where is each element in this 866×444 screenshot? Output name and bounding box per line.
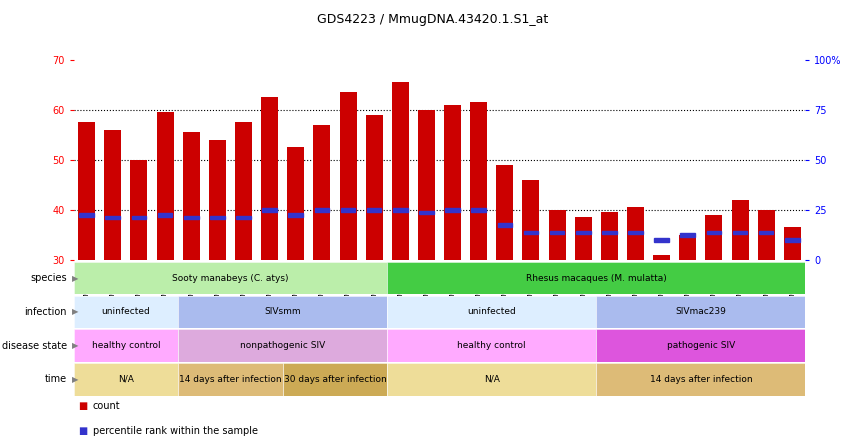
Bar (471, 208, 486, 211)
Bar (365, 115, 383, 260)
Bar (785, 238, 799, 242)
Bar (78, 123, 95, 260)
Bar (758, 210, 775, 260)
Bar (707, 230, 721, 234)
Bar (445, 208, 460, 211)
Bar (653, 255, 670, 260)
Bar (576, 230, 591, 234)
Bar (262, 208, 277, 211)
Bar (602, 230, 617, 234)
Bar (339, 92, 357, 260)
Bar (418, 110, 435, 260)
Bar (548, 210, 565, 260)
Bar (496, 165, 514, 260)
Text: ▶: ▶ (72, 375, 79, 384)
Bar (236, 215, 251, 219)
Text: ▶: ▶ (72, 307, 79, 317)
Bar (524, 230, 539, 234)
Bar (784, 227, 801, 260)
Text: ▶: ▶ (72, 341, 79, 350)
Bar (314, 208, 329, 211)
Text: 14 days after infection: 14 days after infection (650, 375, 753, 384)
Text: uninfected: uninfected (468, 307, 516, 317)
Bar (104, 130, 121, 260)
Bar (106, 215, 120, 219)
Text: SIVsmm: SIVsmm (264, 307, 301, 317)
Text: ▶: ▶ (72, 274, 79, 283)
Text: disease state: disease state (2, 341, 67, 351)
Bar (759, 230, 773, 234)
Bar (131, 160, 147, 260)
Bar (262, 97, 278, 260)
Text: ■: ■ (78, 401, 87, 412)
Bar (313, 125, 331, 260)
Bar (419, 210, 434, 214)
Bar (340, 208, 355, 211)
Bar (367, 208, 382, 211)
Text: Sooty manabeys (C. atys): Sooty manabeys (C. atys) (172, 274, 288, 283)
Bar (391, 83, 409, 260)
Text: 30 days after infection: 30 days after infection (283, 375, 386, 384)
Bar (522, 180, 540, 260)
Bar (497, 223, 512, 226)
Bar (655, 238, 669, 242)
Bar (235, 123, 252, 260)
Bar (601, 212, 617, 260)
Bar (210, 215, 224, 219)
Text: Rhesus macaques (M. mulatta): Rhesus macaques (M. mulatta) (526, 274, 667, 283)
Text: ■: ■ (78, 426, 87, 436)
Text: uninfected: uninfected (101, 307, 151, 317)
Text: healthy control: healthy control (457, 341, 526, 350)
Text: time: time (44, 374, 67, 385)
Text: percentile rank within the sample: percentile rank within the sample (93, 426, 258, 436)
Bar (393, 208, 408, 211)
Bar (628, 230, 643, 234)
Bar (575, 217, 591, 260)
Bar (132, 215, 146, 219)
Bar (706, 215, 722, 260)
Text: SIVmac239: SIVmac239 (675, 307, 727, 317)
Text: N/A: N/A (484, 375, 500, 384)
Text: infection: infection (24, 307, 67, 317)
Bar (627, 207, 644, 260)
Bar (288, 213, 303, 217)
Bar (681, 233, 695, 237)
Bar (209, 140, 226, 260)
Text: species: species (30, 273, 67, 283)
Bar (183, 132, 200, 260)
Bar (679, 235, 696, 260)
Bar (550, 230, 565, 234)
Text: nonpathogenic SIV: nonpathogenic SIV (240, 341, 326, 350)
Bar (80, 213, 94, 217)
Bar (444, 105, 461, 260)
Bar (733, 230, 747, 234)
Bar (732, 200, 748, 260)
Text: 14 days after infection: 14 days after infection (179, 375, 281, 384)
Text: count: count (93, 401, 120, 412)
Bar (288, 147, 304, 260)
Text: GDS4223 / MmugDNA.43420.1.S1_at: GDS4223 / MmugDNA.43420.1.S1_at (317, 13, 549, 26)
Bar (158, 213, 172, 217)
Text: pathogenic SIV: pathogenic SIV (667, 341, 735, 350)
Text: N/A: N/A (118, 375, 134, 384)
Text: healthy control: healthy control (92, 341, 160, 350)
Bar (184, 215, 198, 219)
Bar (157, 112, 173, 260)
Bar (470, 103, 488, 260)
